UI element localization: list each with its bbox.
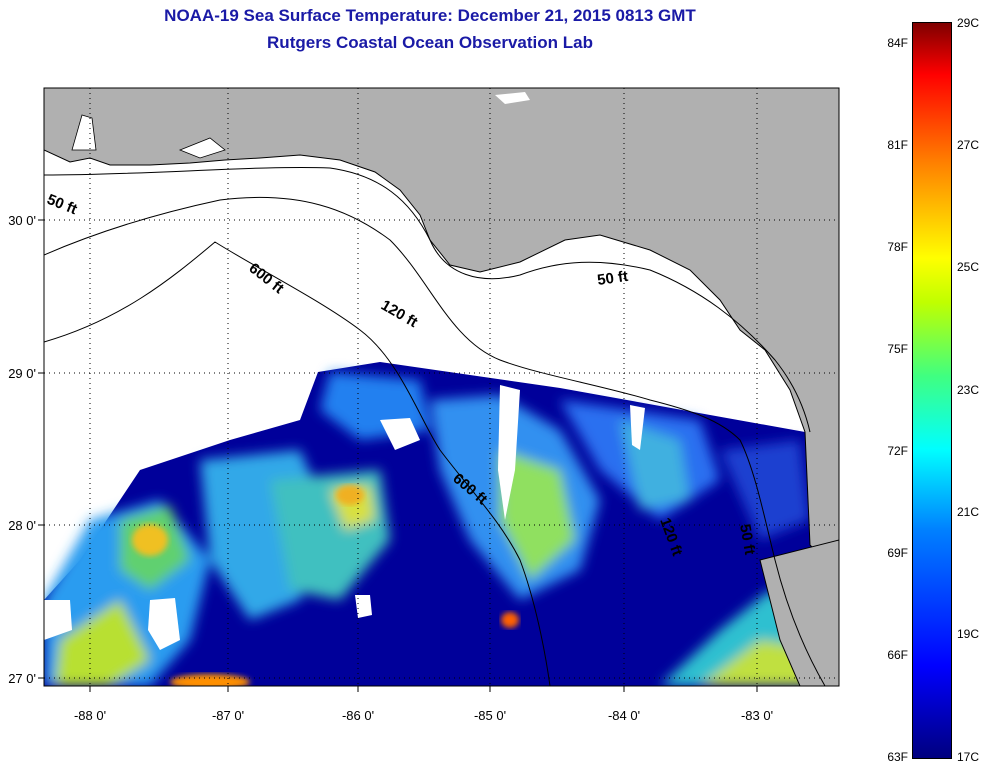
lat-tick-label: 27 0' — [8, 671, 36, 686]
colorbar-f-label: 81F — [887, 138, 908, 152]
sst-map: 50 ft 120 ft 600 ft 50 ft 600 ft 120 ft … — [8, 87, 840, 723]
colorbar-c-label: 25C — [957, 260, 980, 274]
colorbar-f-label: 78F — [887, 240, 908, 254]
temperature-colorbar — [912, 22, 952, 759]
sst-swath — [44, 362, 839, 686]
lon-tick-label: -85 0' — [474, 708, 506, 723]
colorbar-c-label: 29C — [957, 16, 980, 30]
florida-land — [44, 88, 839, 581]
colorbar-f-label: 66F — [887, 648, 908, 662]
map-frame — [43, 87, 840, 687]
colorbar-f-label: 75F — [887, 342, 908, 356]
lon-tick-label: -87 0' — [212, 708, 244, 723]
colorbar-c-label: 23C — [957, 383, 980, 397]
lat-tick-label: 29 0' — [8, 366, 36, 381]
lat-tick-label: 30 0' — [8, 213, 36, 228]
map-title: NOAA-19 Sea Surface Temperature: Decembe… — [164, 6, 696, 25]
colorbar-c-label: 27C — [957, 138, 980, 152]
lon-tick-label: -88 0' — [74, 708, 106, 723]
contour-label-50ft-south: 50 ft — [736, 523, 758, 556]
colorbar-f-label: 72F — [887, 444, 908, 458]
lon-tick-label: -86 0' — [342, 708, 374, 723]
colorbar-f-label: 84F — [887, 36, 908, 50]
contour-label-50ft-east: 50 ft — [596, 268, 629, 289]
lon-tick-label: -83 0' — [741, 708, 773, 723]
colorbar-f-label: 63F — [887, 750, 908, 764]
colorbar-c-label: 17C — [957, 750, 980, 764]
lon-tick-label: -84 0' — [608, 708, 640, 723]
colorbar-c-label: 21C — [957, 505, 980, 519]
lat-tick-label: 28 0' — [8, 518, 36, 533]
map-subtitle: Rutgers Coastal Ocean Observation Lab — [267, 33, 593, 52]
colorbar-f-label: 69F — [887, 546, 908, 560]
colorbar-c-label: 19C — [957, 627, 980, 641]
bathymetry-contours — [44, 166, 826, 686]
